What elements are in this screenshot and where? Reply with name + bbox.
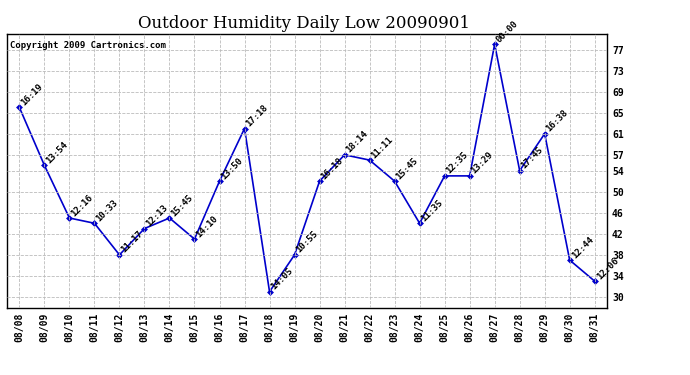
Text: 15:45: 15:45 [395, 156, 420, 181]
Text: 14:05: 14:05 [270, 266, 295, 292]
Text: 16:38: 16:38 [544, 108, 570, 134]
Text: 12:35: 12:35 [444, 150, 470, 176]
Text: 13:50: 13:50 [219, 156, 245, 181]
Text: 12:13: 12:13 [144, 203, 170, 228]
Text: 15:45: 15:45 [170, 193, 195, 218]
Text: 10:33: 10:33 [95, 198, 120, 223]
Text: 14:10: 14:10 [195, 214, 220, 239]
Text: 12:16: 12:16 [70, 193, 95, 218]
Text: Outdoor Humidity Daily Low 20090901: Outdoor Humidity Daily Low 20090901 [137, 15, 470, 32]
Text: 11:11: 11:11 [370, 135, 395, 160]
Text: 16:18: 16:18 [319, 156, 345, 181]
Text: 13:29: 13:29 [470, 150, 495, 176]
Text: 12:06: 12:06 [595, 256, 620, 281]
Text: 16:19: 16:19 [19, 82, 45, 108]
Text: 18:14: 18:14 [344, 129, 370, 155]
Text: 00:00: 00:00 [495, 19, 520, 44]
Text: 12:44: 12:44 [570, 235, 595, 260]
Text: 17:18: 17:18 [244, 103, 270, 129]
Text: 10:55: 10:55 [295, 230, 320, 255]
Text: Copyright 2009 Cartronics.com: Copyright 2009 Cartronics.com [10, 40, 166, 50]
Text: 11:17: 11:17 [119, 230, 145, 255]
Text: 13:54: 13:54 [44, 140, 70, 165]
Text: 11:35: 11:35 [420, 198, 445, 223]
Text: 17:45: 17:45 [520, 145, 545, 171]
